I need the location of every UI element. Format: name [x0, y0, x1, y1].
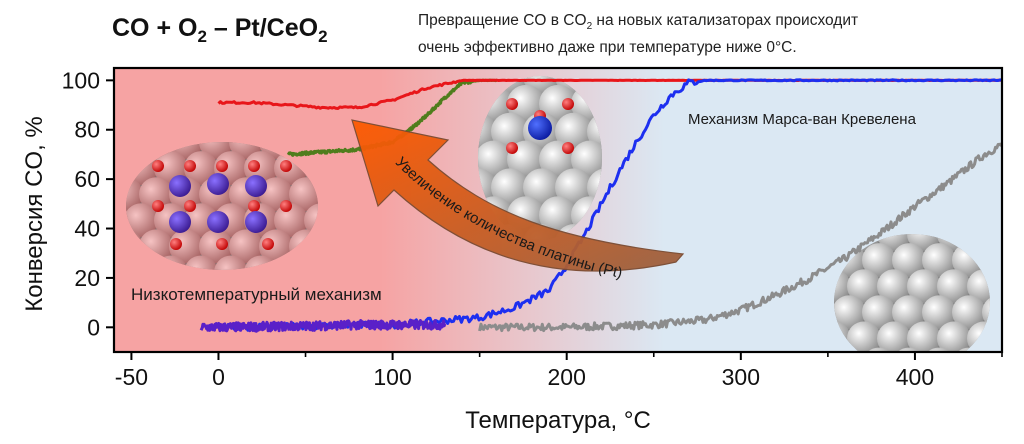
oxygen-atom — [280, 200, 292, 212]
y-tick-label: 100 — [62, 67, 100, 93]
oxygen-atom — [184, 200, 196, 212]
y-axis-label: Конверсия CO, % — [21, 116, 48, 312]
platinum-atom — [207, 211, 229, 233]
x-tick-label: -50 — [115, 364, 148, 390]
subtitle-part-1: Превращение CO в CO — [418, 12, 587, 29]
y-tick-label: 40 — [74, 216, 100, 242]
oxygen-atom — [506, 98, 518, 110]
oxygen-atom — [248, 200, 260, 212]
oxygen-atom — [562, 142, 574, 154]
oxygen-atom — [562, 98, 574, 110]
oxygen-atom — [216, 238, 228, 250]
y-tick-label: 60 — [74, 166, 100, 192]
platinum-atom — [245, 211, 267, 233]
x-tick-label: 100 — [373, 364, 411, 390]
title-sub-2: 2 — [318, 27, 328, 46]
oxygen-atom — [248, 160, 260, 172]
low-temp-annotation: Низкотемпературный механизм — [131, 285, 382, 304]
title-part-1: CO + O — [112, 14, 198, 42]
platinum-atom — [207, 173, 229, 195]
oxygen-atom — [152, 160, 164, 172]
y-tick-label: 80 — [74, 117, 100, 143]
chart-subtitle: Превращение CO в CO2 на новых катализато… — [418, 10, 1018, 58]
arrow-shape — [351, 119, 685, 272]
series-line-gray — [478, 142, 1002, 333]
x-tick-label: 200 — [548, 364, 586, 390]
oxygen-atom — [170, 238, 182, 250]
platinum-atom — [169, 175, 191, 197]
subtitle-sub: 2 — [586, 21, 593, 33]
y-tick-label: 0 — [87, 314, 100, 340]
series-line-purple — [199, 319, 447, 333]
oxygen-atom — [152, 200, 164, 212]
chart-title: CO + O2 – Pt/CeO2 — [112, 14, 328, 47]
oxygen-atom — [262, 238, 274, 250]
oxygen-atom — [216, 160, 228, 172]
x-tick-label: 0 — [212, 364, 225, 390]
oxygen-atom — [184, 160, 196, 172]
subtitle-part-2: на новых катализаторах происходит — [592, 12, 859, 29]
oxygen-atom — [506, 142, 518, 154]
subtitle-line-2: очень эффективно даже при температуре ни… — [418, 39, 797, 57]
title-part-2: – Pt/CeO — [206, 14, 319, 42]
title-sub-1: 2 — [197, 27, 207, 46]
plot-frame — [112, 66, 1004, 354]
mars-annotation: Механизм Марса-ван Кревелена — [688, 111, 917, 128]
platinum-atom — [528, 116, 552, 140]
y-tick-label: 20 — [74, 265, 100, 291]
x-axis-label: Температура, °С — [465, 407, 651, 434]
platinum-atom — [169, 211, 191, 233]
oxygen-atom — [280, 160, 292, 172]
x-tick-label: 300 — [722, 364, 760, 390]
x-tick-label: 400 — [896, 364, 934, 390]
axes: -50 0 100 200 300 400 0 20 40 60 80 100 Температура,… — [21, 66, 1004, 434]
platinum-atom — [245, 175, 267, 197]
